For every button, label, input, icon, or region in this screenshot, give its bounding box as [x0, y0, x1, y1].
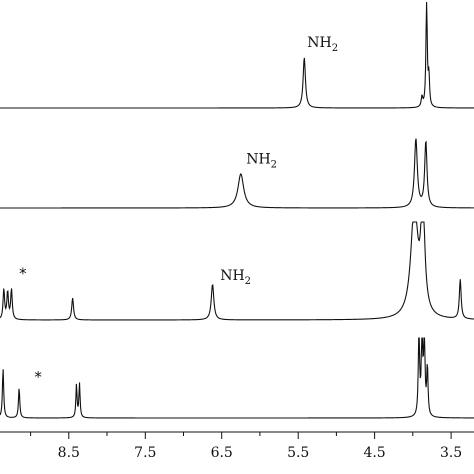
nh2-peak-label: NH2 [246, 152, 277, 171]
nh2-peak-label: NH2 [307, 35, 338, 54]
x-axis-tick-label: 3.5 [440, 445, 462, 461]
peak-annotations: NH2 NH2 NH2 * * [19, 35, 338, 386]
spectrum-trace-4 [0, 337, 474, 419]
x-axis: 8.5 7.5 6.5 5.5 4.5 3.5 [0, 431, 474, 461]
nh2-peak-label: NH2 [220, 268, 251, 287]
x-axis-tick-label: 4.5 [363, 445, 385, 461]
x-axis-tick-label: 8.5 [58, 445, 80, 461]
impurity-star-label: * [19, 264, 27, 282]
spectrum-trace-1 [0, 1, 474, 109]
x-axis-tick-label: 7.5 [134, 445, 156, 461]
x-axis-tick-label: 6.5 [211, 445, 233, 461]
spectrum-traces [0, 1, 474, 419]
spectrum-trace-3 [0, 221, 474, 321]
impurity-star-label: * [34, 368, 42, 386]
spectrum-trace-2 [0, 138, 474, 209]
x-axis-tick-label: 5.5 [287, 445, 309, 461]
